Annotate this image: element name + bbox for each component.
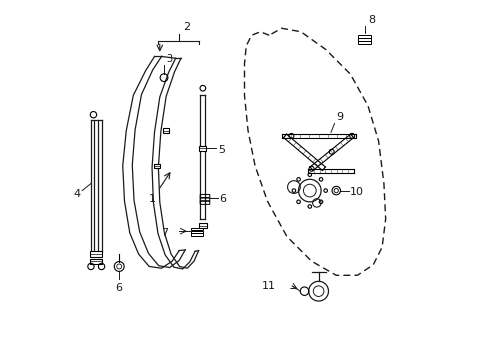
- Text: 10: 10: [349, 187, 363, 197]
- Text: 5: 5: [218, 145, 224, 155]
- Bar: [357, 41, 370, 44]
- Bar: [163, 129, 169, 133]
- Text: 6: 6: [219, 194, 225, 204]
- Bar: [191, 231, 202, 233]
- Bar: [191, 233, 202, 236]
- Text: 1: 1: [149, 194, 156, 204]
- Text: 2: 2: [183, 22, 189, 32]
- Text: 8: 8: [367, 15, 374, 26]
- Bar: [357, 38, 370, 41]
- Text: 9: 9: [336, 112, 343, 122]
- Bar: [90, 251, 102, 257]
- Text: 3: 3: [166, 54, 172, 63]
- Bar: [154, 164, 160, 168]
- Text: 7: 7: [161, 228, 168, 238]
- Bar: [198, 146, 205, 150]
- Text: 4: 4: [73, 189, 80, 199]
- Bar: [199, 224, 206, 228]
- Text: 6: 6: [116, 283, 122, 293]
- Bar: [357, 35, 370, 37]
- Text: 11: 11: [262, 281, 276, 291]
- Bar: [90, 258, 102, 264]
- Bar: [191, 228, 202, 230]
